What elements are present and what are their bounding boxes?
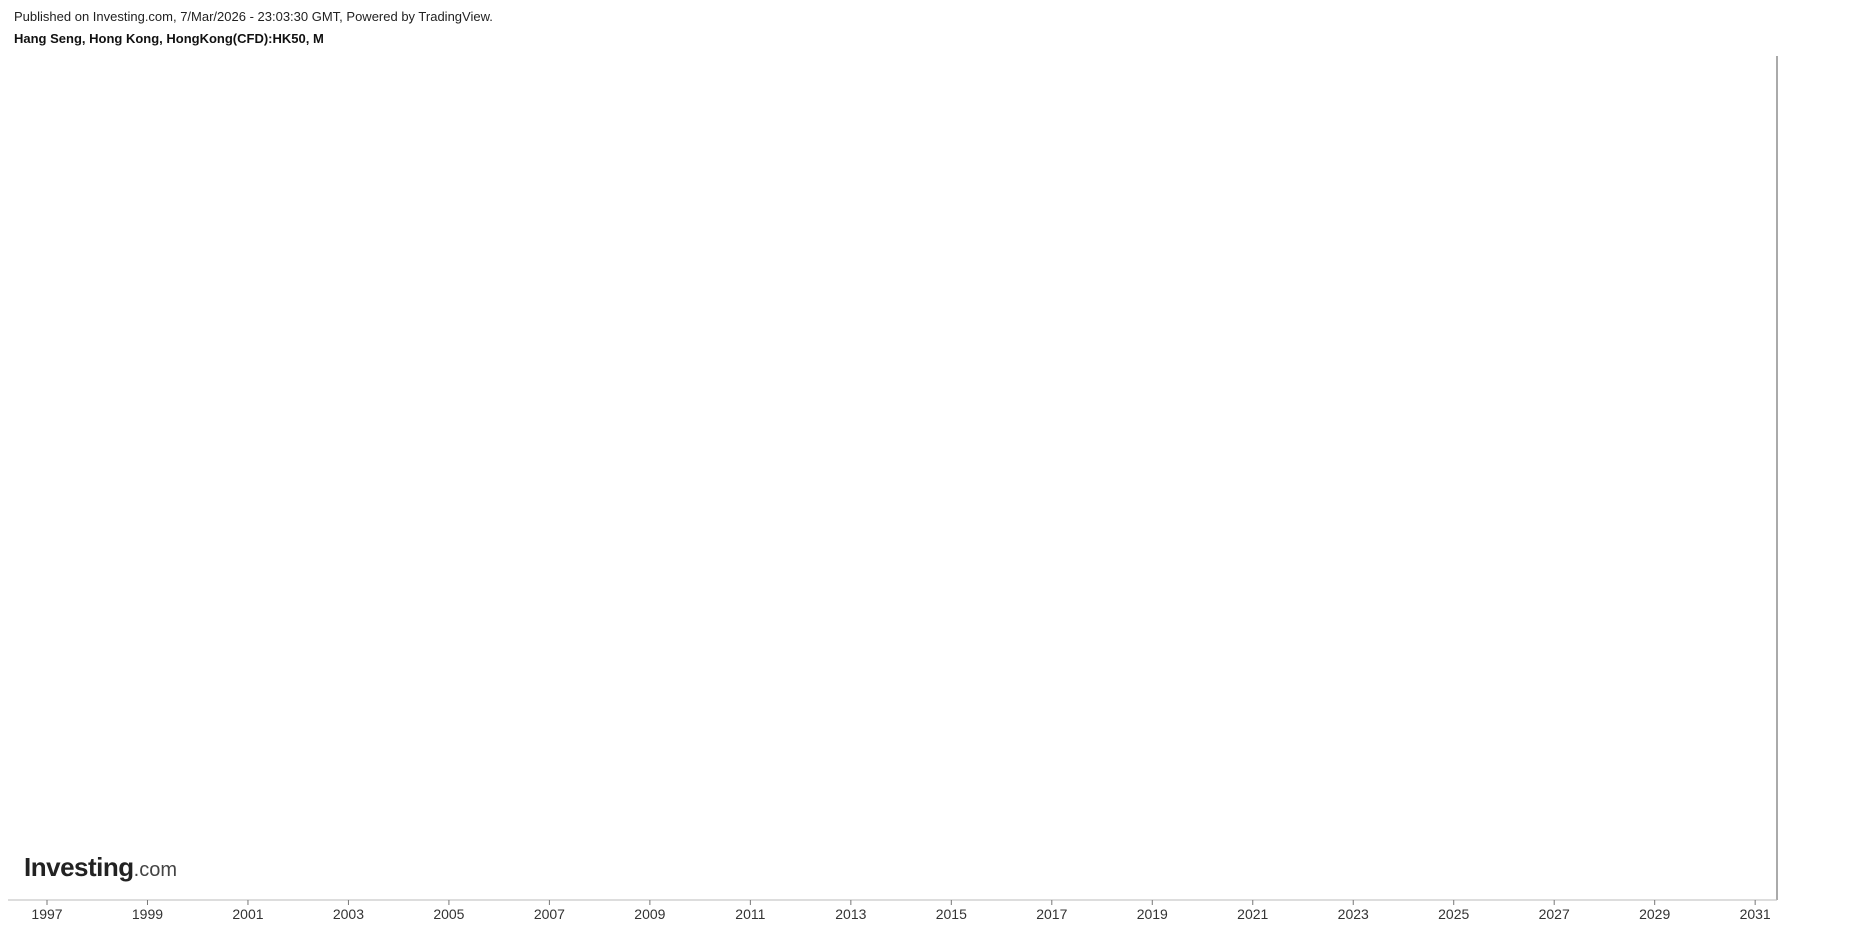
logo-suffix-text: .com (133, 859, 177, 881)
time-tick-label: 2013 (835, 906, 866, 922)
time-tick-label: 2029 (1639, 906, 1670, 922)
time-tick-label: 2009 (634, 906, 665, 922)
time-tick-label: 2017 (1036, 906, 1067, 922)
time-tick-label: 2019 (1137, 906, 1168, 922)
time-tick-label: 2003 (333, 906, 364, 922)
time-tick-label: 2031 (1740, 906, 1771, 922)
time-tick-label: 2011 (735, 906, 765, 922)
time-tick-label: 2021 (1237, 906, 1268, 922)
time-tick-label: 2015 (936, 906, 967, 922)
time-tick-label: 2001 (232, 906, 263, 922)
time-tick-label: 2027 (1539, 906, 1570, 922)
time-tick-label: 2005 (433, 906, 464, 922)
investing-logo: Investing.com (24, 852, 177, 883)
time-tick-label: 2007 (534, 906, 565, 922)
time-tick-label: 2023 (1338, 906, 1369, 922)
instrument-title: Hang Seng, Hong Kong, HongKong(CFD):HK50… (14, 31, 324, 46)
logo-main-text: Investing (24, 852, 134, 882)
time-tick-label: 1997 (31, 906, 62, 922)
time-axis: 1997 1999 2001 2003 2005 2007 2009 2011 2013 2015… (31, 900, 1771, 922)
time-tick-label: 2025 (1438, 906, 1469, 922)
publish-info: Published on Investing.com, 7/Mar/2026 -… (14, 9, 493, 24)
time-tick-label: 1999 (132, 906, 163, 922)
